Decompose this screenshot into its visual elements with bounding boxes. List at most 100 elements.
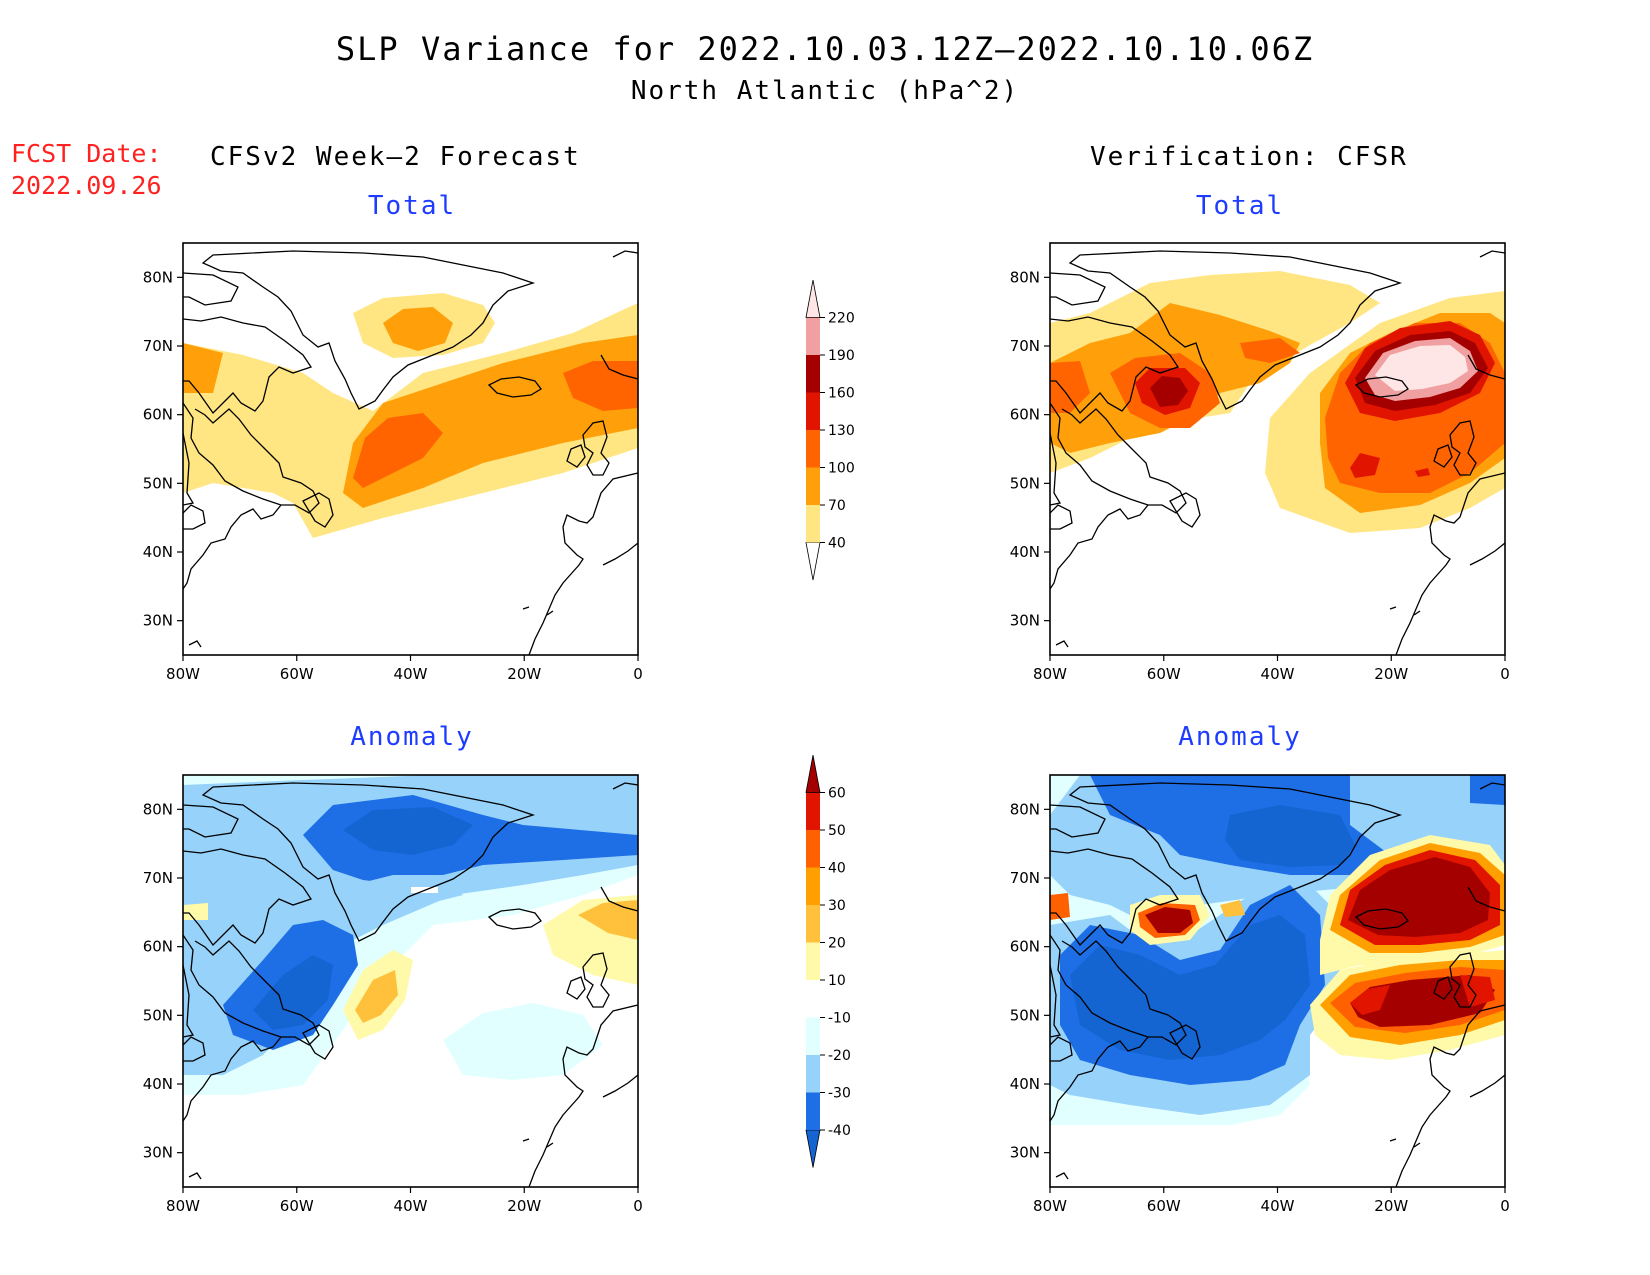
colorbar-swatch — [806, 867, 820, 905]
colorbar-swatch — [806, 830, 820, 868]
colorbar-tick-label: 10 — [828, 973, 846, 989]
colorbar-tick-label: 30 — [828, 898, 846, 914]
lat-tick-label: 40N — [1010, 1075, 1040, 1093]
total-colorbar: 40 70 100 130 160 190 220 — [805, 280, 855, 581]
colorbar-tick-label: 50 — [828, 823, 846, 839]
colorbar-swatch — [806, 942, 820, 980]
lat-tick-label: 60N — [143, 938, 173, 956]
lat-tick-label: 70N — [143, 337, 173, 355]
lon-tick-label: 60W — [280, 665, 314, 683]
main-title: SLP Variance for 2022.10.03.12Z–2022.10.… — [335, 30, 1315, 68]
forecast-anomaly-fill — [183, 775, 638, 1187]
lat-tick-label: 50N — [1010, 1006, 1040, 1024]
lon-tick-label: 40W — [1261, 665, 1295, 683]
lat-tick-label: 70N — [143, 869, 173, 887]
colorbar-tick-label: -40 — [828, 1123, 851, 1139]
colorbar-tick-label: 130 — [828, 423, 855, 439]
colorbar-swatch — [806, 355, 820, 393]
lat-tick-label: 50N — [143, 474, 173, 492]
colorbar-swatch — [806, 980, 820, 1018]
verification-total-fill — [1050, 243, 1505, 655]
verification-anomaly-fill — [1050, 775, 1505, 1187]
lon-tick-label: 80W — [166, 1197, 200, 1215]
lat-tick-label: 70N — [1010, 869, 1040, 887]
verification-total-map: 80W 60W 40W 20W 0 80N 70N 60N 50N 40N 30N — [1010, 242, 1510, 683]
verification-column-title: Verification: CFSR — [1090, 142, 1408, 172]
lat-tick-label: 40N — [143, 543, 173, 561]
lat-tick-label: 50N — [1010, 474, 1040, 492]
forecast-anomaly-axes: 80W 60W 40W 20W 0 80N 70N 60N 50N 40N 30N — [143, 800, 643, 1215]
lon-tick-label: 20W — [1374, 665, 1408, 683]
forecast-anomaly-map: 80W 60W 40W 20W 0 80N 70N 60N 50N 40N 30N — [143, 774, 643, 1215]
colorbar-tick-label: 20 — [828, 936, 846, 952]
lon-tick-label: 60W — [1147, 665, 1181, 683]
colorbar-tick-label: 190 — [828, 348, 855, 364]
fc-total-subtitle: Total — [367, 191, 457, 221]
colorbar-tick-label: 220 — [828, 311, 855, 327]
colorbar-swatch — [805, 542, 821, 581]
lat-tick-label: 60N — [1010, 406, 1040, 424]
colorbar-tick-label: -30 — [828, 1086, 851, 1102]
lat-tick-label: 30N — [143, 1144, 173, 1162]
colorbar-swatch — [806, 792, 820, 830]
vf-total-subtitle: Total — [1195, 191, 1285, 221]
colorbar-swatch — [805, 280, 821, 318]
verification-total-axes: 80W 60W 40W 20W 0 80N 70N 60N 50N 40N 30N — [1010, 268, 1510, 683]
colorbar-tick-label: -10 — [828, 1011, 851, 1027]
anomaly-colorbar: -40 -30 -20 -10 10 20 30 40 50 60 — [805, 755, 851, 1168]
vf-anom-subtitle: Anomaly — [1178, 722, 1302, 752]
colorbar-tick-label: 60 — [828, 786, 846, 802]
lon-tick-label: 40W — [394, 665, 428, 683]
colorbar-swatch — [806, 905, 820, 943]
anomaly-colorbar-scale: -40 -30 -20 -10 10 20 30 40 50 60 — [805, 755, 851, 1168]
colorbar-swatch — [806, 505, 820, 543]
main-subtitle: North Atlantic (hPa^2) — [630, 76, 1020, 106]
lat-tick-label: 50N — [143, 1006, 173, 1024]
lat-tick-label: 70N — [1010, 337, 1040, 355]
lat-tick-label: 80N — [1010, 268, 1040, 286]
colorbar-tick-label: 40 — [828, 861, 846, 877]
lon-tick-label: 60W — [1147, 1197, 1181, 1215]
lat-tick-label: 80N — [143, 268, 173, 286]
fc-anom-subtitle: Anomaly — [350, 722, 474, 752]
forecast-total-axes: 80W 60W 40W 20W 0 80N 70N 60N 50N 40N 30N — [143, 268, 643, 683]
colorbar-tick-label: 100 — [828, 461, 855, 477]
lon-tick-label: 20W — [507, 665, 541, 683]
lon-tick-label: 40W — [1261, 1197, 1295, 1215]
lon-tick-label: 80W — [166, 665, 200, 683]
colorbar-swatch — [806, 317, 820, 355]
colorbar-swatch — [806, 1092, 820, 1130]
colorbar-tick-label: 160 — [828, 386, 855, 402]
colorbar-swatch — [805, 755, 821, 793]
colorbar-swatch — [805, 1129, 821, 1168]
lat-tick-label: 60N — [143, 406, 173, 424]
lat-tick-label: 80N — [143, 800, 173, 818]
lon-tick-label: 0 — [633, 1197, 643, 1215]
lon-tick-label: 40W — [394, 1197, 428, 1215]
forecast-column-title: CFSv2 Week–2 Forecast — [210, 142, 581, 172]
lon-tick-label: 80W — [1033, 665, 1067, 683]
lat-tick-label: 30N — [1010, 1144, 1040, 1162]
lat-tick-label: 60N — [1010, 938, 1040, 956]
fcst-date-value: 2022.09.26 — [11, 171, 162, 200]
lon-tick-label: 60W — [280, 1197, 314, 1215]
fcst-date-label: FCST Date: — [11, 139, 162, 168]
lat-tick-label: 80N — [1010, 800, 1040, 818]
fcst-date-block: FCST Date: 2022.09.26 — [11, 138, 162, 202]
forecast-total-fill — [183, 243, 638, 655]
lon-tick-label: 0 — [1500, 1197, 1510, 1215]
colorbar-swatch — [806, 1017, 820, 1055]
colorbar-tick-label: 70 — [828, 498, 846, 514]
total-colorbar-scale: 40 70 100 130 160 190 220 — [805, 280, 855, 581]
lon-tick-label: 80W — [1033, 1197, 1067, 1215]
colorbar-swatch — [806, 1055, 820, 1093]
lat-tick-label: 30N — [1010, 612, 1040, 630]
lat-tick-label: 40N — [1010, 543, 1040, 561]
lat-tick-label: 40N — [143, 1075, 173, 1093]
colorbar-swatch — [806, 392, 820, 430]
lon-tick-label: 0 — [633, 665, 643, 683]
lon-tick-label: 20W — [1374, 1197, 1408, 1215]
colorbar-tick-label: -20 — [828, 1048, 851, 1064]
verification-anomaly-axes: 80W 60W 40W 20W 0 80N 70N 60N 50N 40N 30N — [1010, 800, 1510, 1215]
lon-tick-label: 0 — [1500, 665, 1510, 683]
